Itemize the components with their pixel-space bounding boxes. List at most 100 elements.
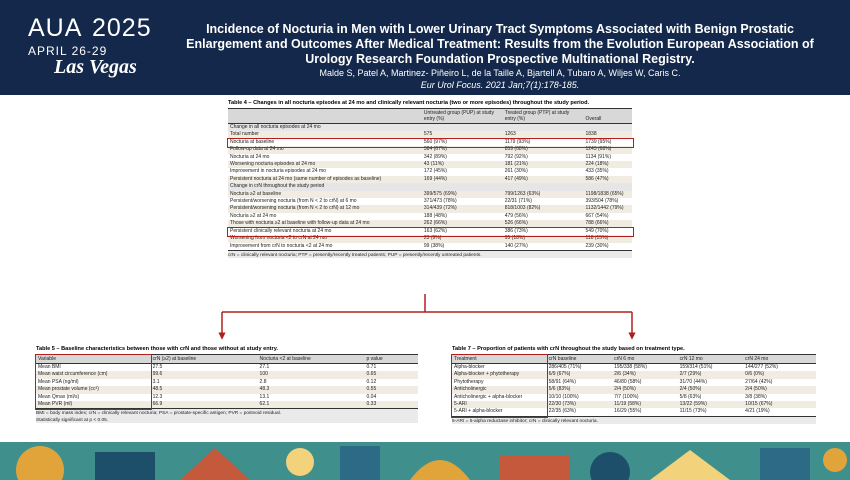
table-cell: 7/7 (100%) [614, 393, 639, 400]
footnote: 5-ARI = 5-alpha reductase inhibitor; crN… [452, 415, 816, 424]
table-cell: Persistent/worsening nocturia (from N < … [228, 205, 422, 213]
table-cell: 11/19 (58%) [612, 401, 678, 409]
logo-year: 2025 [92, 14, 152, 42]
table-cell: 62.1 [257, 401, 365, 409]
table-5: Table 5 – Baseline characteristics betwe… [36, 346, 418, 424]
table-cell: 12.3 [152, 393, 163, 400]
table-cell: 27.1 [259, 364, 270, 370]
table-cell: 549 (70%) [585, 227, 609, 234]
table-row: Mean PSA (ng/ml) 3.1 2.8 0.12 [36, 379, 418, 386]
table-cell: 399/575 (69%) [421, 190, 503, 199]
table-cell: Anticholinergic + alpha-blocker [454, 393, 523, 400]
table-cell: 792 (92%) [504, 153, 528, 160]
table-cell: Improvement from crN to nocturia <2 at 2… [230, 242, 333, 249]
table-cell: 10/15 (67%) [743, 401, 816, 409]
logo-city: Las Vegas [54, 56, 137, 78]
table-cell: 384 (67%) [421, 146, 503, 154]
table-cell: Mean BMI [38, 364, 61, 370]
footnote: BMI = body mass index; crN = clinically … [36, 408, 418, 417]
data-table: Untreated group (PUP) at study entry (%)… [228, 108, 632, 250]
table-cell: Alpha-blocker + phytotherapy [452, 371, 547, 379]
authors: Malde S, Patel A, Martinez- Piñeiro L, d… [319, 68, 681, 78]
header-row: Treatment crN baseline crN 6 mo crN 12 mo cr… [452, 354, 816, 364]
table-cell: 2/4 (50%) [743, 386, 816, 394]
table-cell: Mean prostate volume (cc³) [36, 386, 151, 394]
table-cell: 13.1 [259, 393, 270, 400]
table-cell: 144/277 (52%) [745, 364, 778, 370]
table-cell: 10/10 (100%) [548, 393, 579, 400]
table-cell: 393/504 (78%) [585, 198, 619, 205]
table-cell: 224 (18%) [583, 161, 632, 169]
table-cell: 181 (21%) [502, 161, 584, 169]
table-row: 5-ARI 22/30 (73%) 11/19 (58%) 13/22 (59%) 10… [452, 401, 816, 409]
table-cell: 386 (73%) [504, 227, 528, 234]
table-cell: 314/439 (72%) [421, 205, 503, 213]
table-cell: 4/21 (19%) [745, 408, 770, 415]
table-cell: 22/30 (73%) [546, 401, 613, 409]
table-cell: 0.33 [364, 401, 418, 409]
table-cell: Mean waist circumference (cm) [36, 371, 151, 379]
table-cell: 118 (15%) [583, 235, 632, 243]
table-cell: 3/8 (38%) [745, 393, 767, 400]
table-row: Mean prostate volume (cc³) 48.5 48.3 0.55 [36, 386, 418, 394]
table-cell: 818/1003 (82%) [502, 205, 584, 213]
footnote: Statistically significant at p < 0.05. [36, 416, 418, 424]
table-4: Table 4 – Changes in all nocturia episod… [228, 100, 632, 258]
table-row: Persistent clinically relevant nocturia … [228, 228, 632, 235]
table-cell: 27/64 (42%) [745, 378, 773, 385]
table-cell: 5-ARI [452, 401, 547, 409]
table-cell: Mean Qmax (ml/s) [38, 393, 80, 400]
column-header: Variable [36, 354, 151, 364]
table-cell: 1838 [583, 131, 632, 139]
table-row: 5-ARI + alpha-blocker 22/35 (63%) 16/29 (5… [452, 408, 816, 415]
table-caption: Table 5 – Baseline characteristics betwe… [36, 346, 278, 352]
table-cell: 23 (9%) [421, 235, 503, 243]
table-row: Follow-up data at 24 mo 384 (67%) 859 (68%… [228, 146, 632, 154]
table-cell: 433 (35%) [585, 168, 609, 175]
table-cell: 43 (11%) [421, 161, 503, 169]
table-row: Mean PVR (ml) 66.9 62.1 0.33 [36, 401, 418, 409]
footer-decoration [0, 442, 850, 480]
table-cell: 66.9 [150, 401, 258, 409]
table-cell: 342 (89%) [423, 153, 447, 160]
header-row: Variable crN (≥2) at baseline Nocturia <2 … [36, 354, 418, 364]
table-row: Improvement from crN to nocturia <2 at 2… [228, 243, 632, 250]
table-cell: 1132/1442 (79%) [583, 205, 632, 213]
table-cell: 95 (18%) [502, 235, 584, 243]
table-cell: Mean PSA (ng/ml) [38, 378, 79, 385]
table-row: Mean Qmax (ml/s) 12.3 13.1 0.04 [36, 394, 418, 401]
table-cell: 586 (47%) [583, 175, 632, 184]
table-cell: Persistent clinically relevant nocturia … [230, 227, 332, 234]
table-cell: 99 (38%) [423, 242, 445, 249]
table-cell: 371/473 (78%) [423, 198, 457, 205]
table-cell: Follow-up data at 24 mo [228, 146, 422, 154]
table-cell: 560 (97%) [423, 138, 447, 145]
header-band: AUA 2025 APRIL 26-29 Las Vegas Incidence… [0, 0, 850, 95]
column-header: Treatment [452, 354, 547, 364]
table-cell: 1134 (91%) [585, 153, 611, 160]
table-row: Total number 575 1263 1838 [228, 131, 632, 139]
table-cell: Nocturia ≥2 at 24 mo [230, 212, 277, 219]
table-row: Alpha-blocker 286/405 (71%) 195/338 (58%) 1… [452, 364, 816, 372]
table-cell: 0.55 [364, 386, 418, 394]
table-cell: 11/15 (73%) [679, 408, 707, 415]
table-cell: 100 [257, 371, 365, 379]
logo-dates: APRIL 26-29 [28, 44, 108, 58]
column-header: p value [364, 354, 418, 364]
table-cell: Worsening nocturia episodes at 24 mo [228, 161, 422, 169]
column-header: Nocturia <2 at baseline [257, 354, 365, 364]
table-cell: 0.65 [364, 371, 418, 379]
logo-brand: AUA [28, 14, 83, 42]
table-cell: Persistent/worsening nocturia (from N < … [230, 198, 357, 205]
table-row: Worsening from nocturia <2 to crN at 24 … [228, 235, 632, 243]
table-row: Worsening nocturia episodes at 24 mo 43 (… [228, 161, 632, 169]
table-row: Nocturia at 24 mo 342 (89%) 792 (92%) 1134 … [228, 154, 632, 161]
table-cell: 159/314 (51%) [679, 364, 713, 370]
table-row: Alpha-blocker + phytotherapy 6/9 (67%) 2/6… [452, 371, 816, 379]
table-row: Persistent nocturia at 24 mo (same numbe… [228, 175, 632, 184]
column-header [228, 108, 422, 124]
table-cell: 188 (48%) [423, 212, 447, 219]
table-cell: 195/338 (58%) [614, 364, 647, 370]
table-row: Anticholinergic 5/6 (83%) 2/4 (50%) 2/4 (50… [452, 386, 816, 394]
